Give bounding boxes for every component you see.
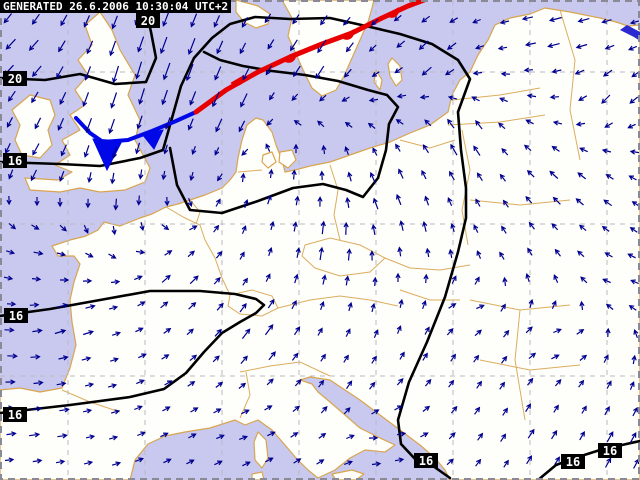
contour-label: 20 (3, 71, 27, 86)
corsica-island (253, 431, 269, 469)
warm-front-bump (230, 75, 245, 86)
wind-arrows (3, 11, 640, 469)
isoline-16 (536, 439, 640, 480)
contour-label: 16 (3, 153, 27, 168)
warm-front-bump (282, 52, 297, 63)
ireland-coastline (11, 94, 56, 159)
isoline-16 (0, 15, 472, 480)
svg-text:16: 16 (566, 455, 580, 469)
svg-text:16: 16 (8, 408, 22, 422)
contour-label-layer: 20 20 16 16 16 16 16 16 (3, 13, 622, 469)
lake-patch (620, 25, 640, 41)
svg-text:20: 20 (141, 14, 155, 28)
wind-arrow-layer (3, 11, 640, 469)
front-layer (74, 0, 427, 172)
isoline-16 (0, 289, 266, 415)
svg-text:16: 16 (8, 154, 22, 168)
svg-text:16: 16 (419, 454, 433, 468)
isoline-x (168, 50, 400, 215)
zealand-island (278, 149, 297, 169)
contour-label: 16 (598, 443, 622, 458)
svg-text:20: 20 (8, 72, 22, 86)
contour-label: 16 (561, 454, 585, 469)
svg-text:16: 16 (603, 444, 617, 458)
contour-label: 16 (3, 407, 27, 422)
contour-label: 20 (136, 13, 160, 28)
cold-front-line (74, 110, 198, 144)
warm-front-bump (385, 7, 400, 18)
warm-front-bump (340, 29, 355, 40)
contour-label: 16 (414, 453, 438, 468)
fyn-island (261, 151, 277, 169)
cold-front-triangle (141, 129, 164, 150)
generated-timestamp: GENERATED 26.6.2006 10:30:04 UTC+2 (0, 0, 232, 13)
svg-text:16: 16 (9, 309, 23, 323)
contour-label: 16 (4, 308, 28, 323)
